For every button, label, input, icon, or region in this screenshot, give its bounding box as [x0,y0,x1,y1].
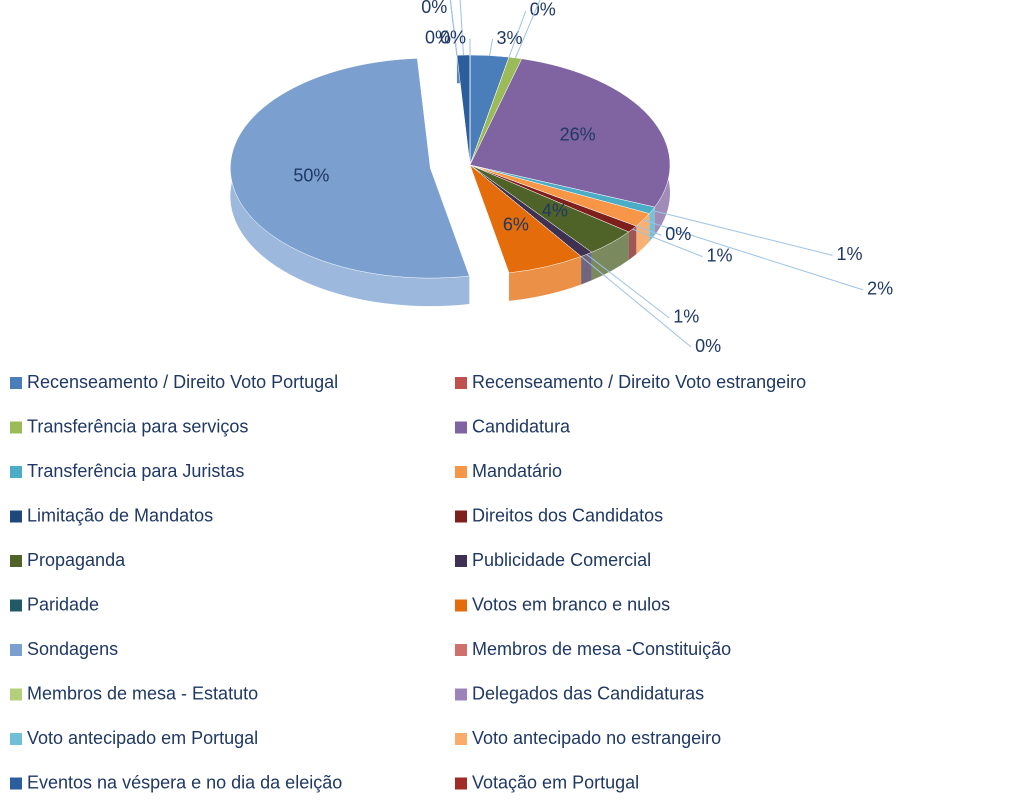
legend-swatch [10,733,22,745]
legend-swatch [10,510,22,523]
legend-swatch [455,510,467,523]
legend-swatch [10,421,22,434]
legend-swatch [10,644,22,656]
data-label: 0% [440,27,466,47]
legend-label: Membros de mesa - Estatuto [27,683,258,703]
pie-slice [469,58,671,208]
legend-label: Recenseamento / Direito Voto Portugal [27,372,338,392]
leader-line [643,219,864,291]
data-label: 4% [542,200,568,220]
legend-label: Candidatura [472,416,571,436]
data-label: 3% [497,28,523,48]
pie-side [581,252,592,285]
leader-line [514,0,541,59]
legend-swatch [10,555,22,567]
legend-label: Transferência para serviços [27,416,248,436]
leader-line [580,256,692,348]
legend-swatch [10,466,22,478]
legend-label: Voto antecipado no estrangeiro [472,728,721,748]
data-label: 1% [673,307,699,327]
data-label: 50% [293,165,329,185]
data-label: 0% [425,28,451,48]
data-label: 0% [665,224,691,244]
leader-line [586,254,670,319]
leader-line [459,0,464,56]
legend-label: Sondagens [27,639,118,659]
pie-slice [230,58,470,279]
legend-label: Publicidade Comercial [472,550,651,570]
data-label: 0% [530,0,556,19]
legend-label: Votos em branco e nulos [472,594,670,614]
data-label: 0% [421,0,447,17]
data-label: 0% [695,336,721,356]
legend-swatch [10,377,22,389]
legend-swatch [455,733,467,745]
legend-swatch [455,688,467,701]
leader-line [636,225,662,236]
pie-side [649,207,655,242]
legend-swatch [455,421,467,434]
legend-label: Eventos na véspera e no dia da eleição [27,772,342,792]
pie-slice [469,164,582,274]
legend-label: Membros de mesa -Constituição [472,639,731,659]
leader-line [632,228,703,258]
pie-side [509,256,582,301]
legend-swatch [10,688,22,701]
legend-label: Direitos dos Candidatos [472,505,663,525]
legend-label: Recenseamento / Direito Voto estrangeiro [472,372,806,392]
leader-line [449,0,458,56]
data-label: 1% [706,245,732,265]
legend-swatch [455,599,467,612]
legend-swatch [455,377,467,389]
data-label: 2% [867,279,893,299]
legend-label: Transferência para Juristas [27,461,244,481]
legend-swatch [10,599,22,612]
legend-label: Votação em Portugal [472,772,639,792]
pie-side [628,226,637,260]
legend-label: Delegados das Candidaturas [472,683,704,703]
legend-label: Paridade [27,594,99,614]
data-label: 6% [503,215,529,235]
legend-swatch [455,555,467,567]
pie-side [636,213,650,255]
legend-label: Voto antecipado em Portugal [27,728,258,748]
legend-swatch [455,644,467,656]
pie-side [591,231,629,281]
pie-side [230,58,470,307]
pie-slice [456,54,471,166]
legend-label: Propaganda [27,550,126,570]
legend-swatch [10,777,22,790]
legend-label: Limitação de Mandatos [27,505,213,525]
leader-line [652,209,833,256]
legend-swatch [455,466,467,478]
leader-line [489,39,494,56]
legend-label: Mandatário [472,461,562,481]
leader-line [508,10,527,58]
data-label: 1% [837,244,863,264]
legend-swatch [455,777,467,790]
data-label: 26% [560,125,596,145]
